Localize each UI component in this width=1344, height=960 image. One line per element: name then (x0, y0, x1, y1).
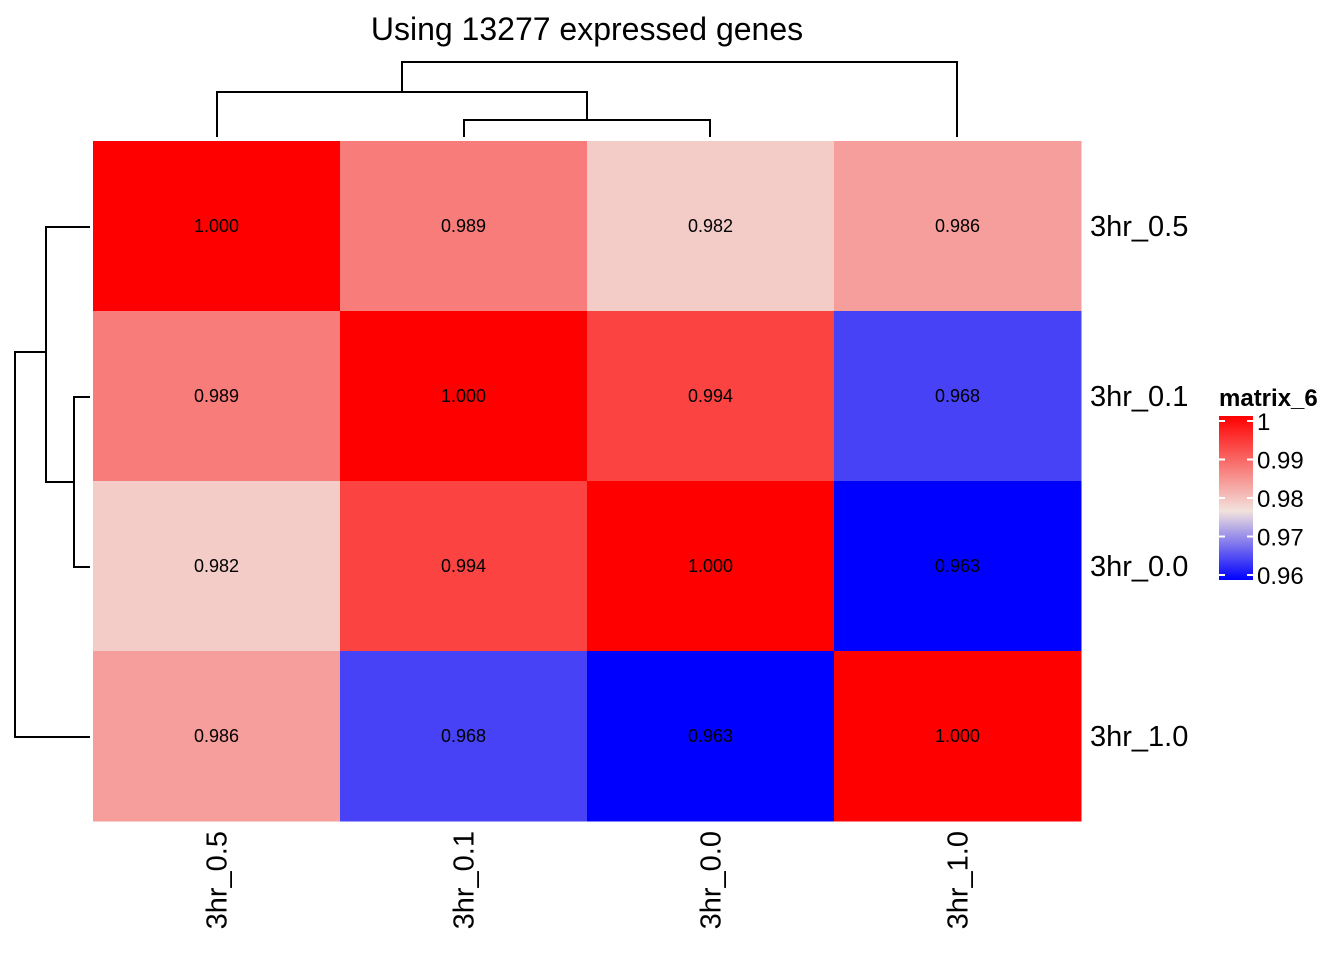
row-label-3: 3hr_1.0 (1090, 721, 1188, 753)
cell-value-label-r0-c3: 0.986 (935, 216, 980, 236)
heatmap-cell-r3-c2 (587, 651, 835, 822)
heatmap-cell-r3-c0 (93, 651, 341, 822)
heatmap-cell-r1-c0 (93, 311, 341, 482)
cell-value-label-r2-c1: 0.994 (441, 556, 486, 576)
cell-value-label-r3-c1: 0.968 (441, 726, 486, 746)
legend-title: matrix_6 (1219, 385, 1318, 412)
heatmap-cell-r0-c1 (340, 141, 588, 312)
heatmap-cell-r2-c3 (834, 481, 1082, 652)
heatmap-cell-r0-c2 (587, 141, 835, 312)
cell-value-label-r2-c0: 0.982 (194, 556, 239, 576)
column-label-2: 3hr_0.0 (696, 831, 728, 929)
row-labels: 3hr_0.5 3hr_0.1 3hr_0.0 3hr_1.0 (1090, 211, 1188, 753)
cell-value-label-r3-c0: 0.986 (194, 726, 239, 746)
cell-value-label-r1-c3: 0.968 (935, 386, 980, 406)
row-dendrogram (14, 226, 90, 738)
heatmap-cells (93, 141, 1082, 822)
chart-title: Using 13277 expressed genes (371, 11, 803, 47)
heatmap-cell-r1-c1 (340, 311, 588, 482)
cell-value-label-r2-c2: 1.000 (688, 556, 733, 576)
legend-tick-label-4: 0.96 (1257, 563, 1304, 590)
cell-value-label-r0-c2: 0.982 (688, 216, 733, 236)
column-labels: 3hr_0.5 3hr_0.1 3hr_0.0 3hr_1.0 (202, 831, 975, 929)
heatmap-cell-r3-c1 (340, 651, 588, 822)
legend-tick-label-2: 0.98 (1257, 486, 1304, 513)
cell-value-label-r1-c0: 0.989 (194, 386, 239, 406)
heatmap-cell-r3-c3 (834, 651, 1082, 822)
heatmap-cell-r1-c2 (587, 311, 835, 482)
row-label-2: 3hr_0.0 (1090, 551, 1188, 583)
legend-ticks: 1 0.99 0.98 0.97 0.96 (1219, 409, 1304, 590)
column-dendrogram-branch-1 (463, 119, 711, 137)
legend-tick-label-3: 0.97 (1257, 525, 1304, 552)
heatmap-cell-r0-c3 (834, 141, 1082, 312)
heatmap-cell-r0-c0 (93, 141, 341, 312)
row-label-1: 3hr_0.1 (1090, 381, 1188, 413)
color-legend: matrix_6 1 0.99 0.98 0.97 0.96 (1219, 385, 1318, 590)
cell-value-label-r1-c1: 1.000 (441, 386, 486, 406)
row-dendrogram-branch-2 (14, 351, 90, 738)
heatmap-cell-r2-c1 (340, 481, 588, 652)
legend-tick-label-1: 0.99 (1257, 448, 1304, 475)
row-dendrogram-branch-1 (45, 226, 90, 483)
column-label-3: 3hr_1.0 (943, 831, 975, 929)
cell-value-label-r1-c2: 0.994 (688, 386, 733, 406)
cell-value-label-r3-c2: 0.963 (688, 726, 733, 746)
column-label-1: 3hr_0.1 (449, 831, 481, 929)
column-dendrogram (216, 61, 958, 137)
heatmap-cell-r2-c0 (93, 481, 341, 652)
legend-tick-label-0: 1 (1257, 409, 1270, 436)
cell-value-label-r3-c3: 1.000 (935, 726, 980, 746)
cell-value-label-r0-c0: 1.000 (194, 216, 239, 236)
heatmap-cell-r1-c3 (834, 311, 1082, 482)
heatmap-cell-r2-c2 (587, 481, 835, 652)
cell-value-label-r2-c3: 0.963 (935, 556, 980, 576)
cell-value-label-r0-c1: 0.989 (441, 216, 486, 236)
column-dendrogram-branch-0 (216, 91, 588, 137)
column-label-0: 3hr_0.5 (202, 831, 234, 929)
column-dendrogram-branch-2 (401, 61, 958, 137)
row-label-0: 3hr_0.5 (1090, 211, 1188, 243)
heatmap-cell-labels: 1.000 0.989 0.982 0.986 0.989 1.000 0.994 0.968… (194, 216, 980, 746)
row-dendrogram-branch-0 (73, 396, 90, 568)
